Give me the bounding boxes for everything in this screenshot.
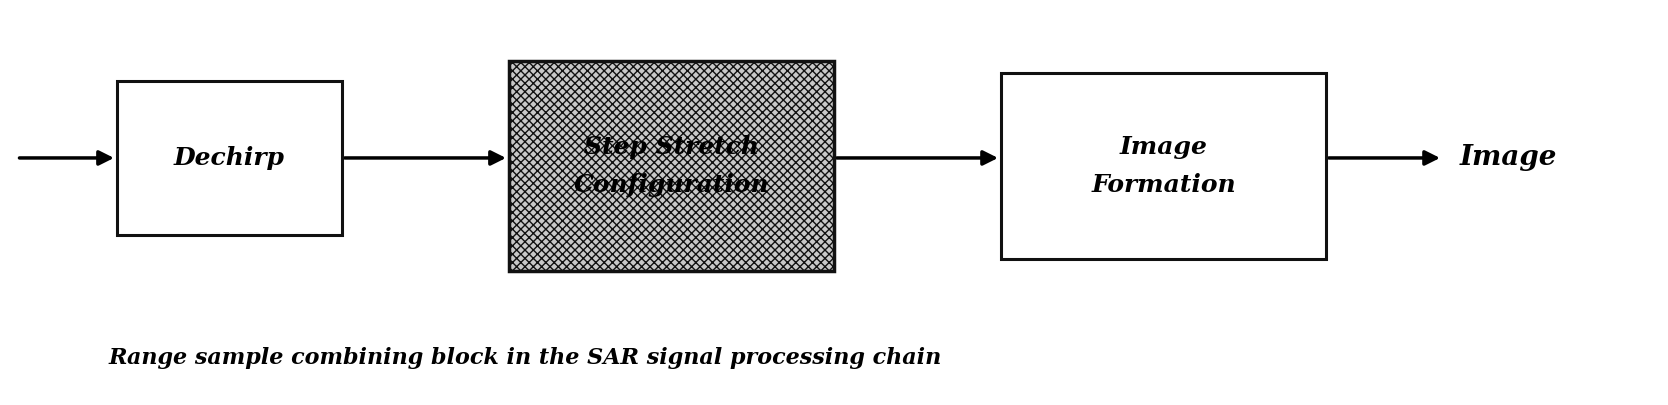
Text: Step Stretch: Step Stretch xyxy=(584,135,759,159)
Text: Configuration: Configuration xyxy=(574,173,769,197)
Text: Dechirp: Dechirp xyxy=(173,146,285,170)
Text: Range sample combining block in the SAR signal processing chain: Range sample combining block in the SAR … xyxy=(108,347,942,369)
Text: Image: Image xyxy=(1119,135,1208,159)
Bar xyxy=(1001,73,1326,259)
Bar xyxy=(509,61,834,271)
Bar xyxy=(117,81,342,235)
Text: Formation: Formation xyxy=(1091,173,1236,197)
Text: Image: Image xyxy=(1460,145,1556,171)
